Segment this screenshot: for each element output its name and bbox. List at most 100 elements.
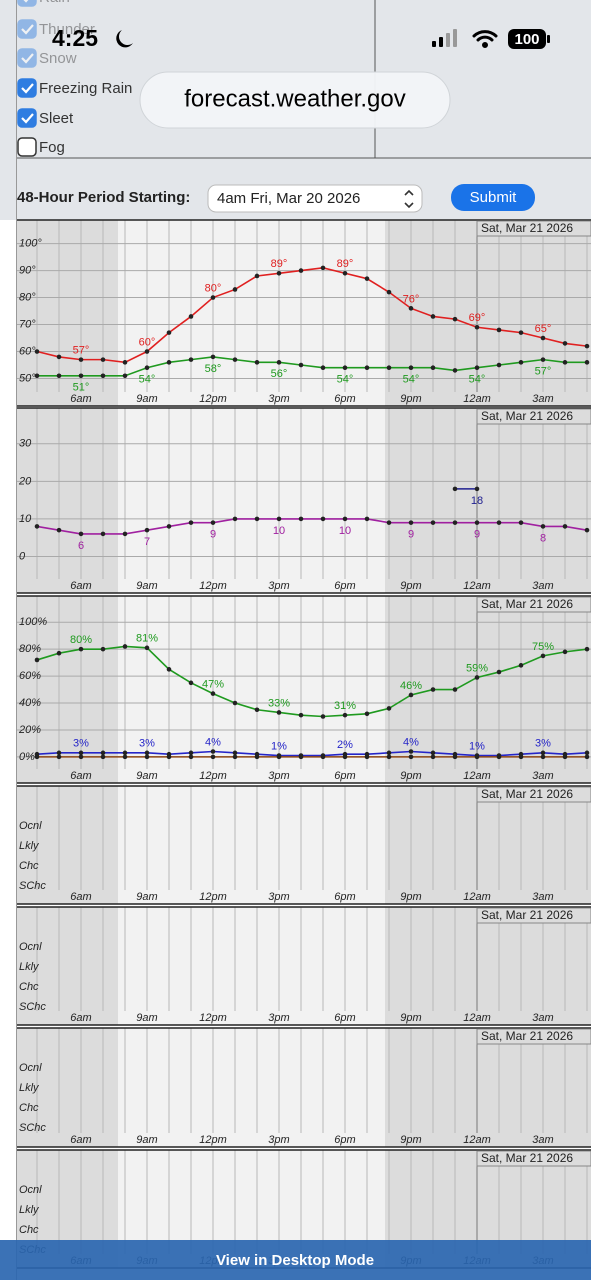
data-label: 56° [271, 368, 288, 380]
checkbox-row[interactable]: Rain [17, 0, 70, 7]
point [254, 360, 260, 365]
point [386, 750, 392, 756]
date-label: Sat, Mar 21 2026 [481, 1029, 573, 1043]
point [430, 687, 436, 692]
point [430, 314, 436, 319]
checkbox-row[interactable]: Fog [17, 137, 65, 157]
x-tick-label: 9pm [400, 1134, 421, 1146]
point [474, 675, 480, 680]
period-value: 4am Fri, Mar 20 2026 [217, 190, 360, 207]
date-label: Sat, Mar 21 2026 [481, 597, 573, 611]
desktop-banner[interactable] [0, 1240, 591, 1280]
y-tick-label: 100% [19, 616, 47, 628]
date-box [476, 596, 591, 613]
point [210, 354, 216, 360]
data-label: 18 [471, 495, 483, 507]
data-label: 80° [205, 282, 222, 294]
date-label: Sat, Mar 21 2026 [481, 908, 573, 922]
y-tick-label: 60% [19, 670, 41, 682]
point [144, 349, 150, 354]
point [166, 524, 172, 529]
point [34, 373, 40, 379]
point [386, 520, 392, 525]
point [364, 516, 370, 522]
point [254, 273, 260, 279]
x-tick-label: 12am [463, 1012, 491, 1024]
y-tick-label: 80° [19, 291, 36, 303]
point [188, 750, 194, 756]
point [210, 691, 216, 696]
point [144, 645, 150, 651]
chart-panel: Sat, Mar 21 2026 6am 9am 12pm 3pm 6pm 9pm 12am 3… [17, 595, 591, 784]
point [496, 669, 502, 675]
point [100, 646, 106, 652]
point [562, 754, 568, 760]
point [364, 365, 370, 371]
point [100, 750, 106, 756]
period-select[interactable] [207, 184, 423, 213]
point [320, 516, 326, 522]
night-shade [17, 907, 118, 1025]
point [452, 687, 458, 692]
y-tick-label: 40% [19, 697, 41, 709]
x-tick-label: 9am [136, 891, 157, 903]
checkbox-row[interactable]: Sleet [17, 108, 74, 128]
point [276, 516, 282, 522]
data-label: 57° [535, 366, 552, 378]
chart-panel: Sat, Mar 21 2026 6am 9am 12pm 3pm 6pm 9pm 12am 3… [17, 407, 591, 594]
x-tick-label: 3am [532, 770, 553, 782]
data-label: 59% [466, 662, 488, 674]
checkbox-label: Sleet [39, 110, 74, 127]
night-shade [17, 408, 118, 593]
checkbox-label: Thunder [39, 21, 95, 38]
point [386, 289, 392, 295]
checkbox-label: Snow [39, 50, 77, 67]
date-box [476, 1150, 591, 1167]
point [78, 754, 84, 760]
data-label: 76° [403, 293, 420, 305]
checkbox [17, 137, 37, 157]
point [540, 524, 546, 529]
period-label: 48-Hour Period Starting: [17, 189, 190, 206]
point [78, 646, 84, 652]
point [122, 360, 128, 365]
series-line [36, 645, 588, 718]
series-line [37, 356, 587, 377]
y-tick-label: 100° [19, 237, 42, 249]
point [188, 520, 194, 525]
point [34, 657, 40, 663]
point [584, 646, 590, 652]
point [452, 754, 458, 760]
x-tick-label: 6pm [334, 580, 355, 592]
data-label: 8 [540, 532, 546, 544]
point [78, 531, 84, 537]
point [320, 365, 326, 371]
checkbox-row[interactable]: Thunder [17, 19, 95, 39]
point [210, 295, 216, 300]
point [540, 357, 546, 362]
data-label: 65° [535, 323, 552, 335]
checkbox-row[interactable]: Freezing Rain [17, 78, 132, 98]
point [518, 520, 524, 525]
data-label: 89° [337, 258, 354, 270]
point [342, 365, 348, 371]
x-tick-label: 3pm [268, 580, 289, 592]
night-shade [385, 1028, 591, 1147]
point [496, 362, 502, 368]
url-bar[interactable] [139, 71, 451, 129]
point [100, 531, 106, 537]
date-box [476, 1028, 591, 1045]
point [386, 365, 392, 371]
x-tick-label: 9am [136, 770, 157, 782]
checkbox-row[interactable]: Snow [17, 48, 77, 68]
series-line [36, 518, 588, 535]
x-tick-label: 3am [532, 393, 553, 405]
point [342, 712, 348, 718]
checkbox [17, 0, 37, 7]
y-tick-label: 20% [18, 724, 41, 736]
battery-icon [508, 29, 546, 49]
point [78, 750, 84, 756]
point [144, 365, 150, 371]
submit-button[interactable] [451, 184, 535, 211]
data-label: 7 [144, 536, 150, 548]
